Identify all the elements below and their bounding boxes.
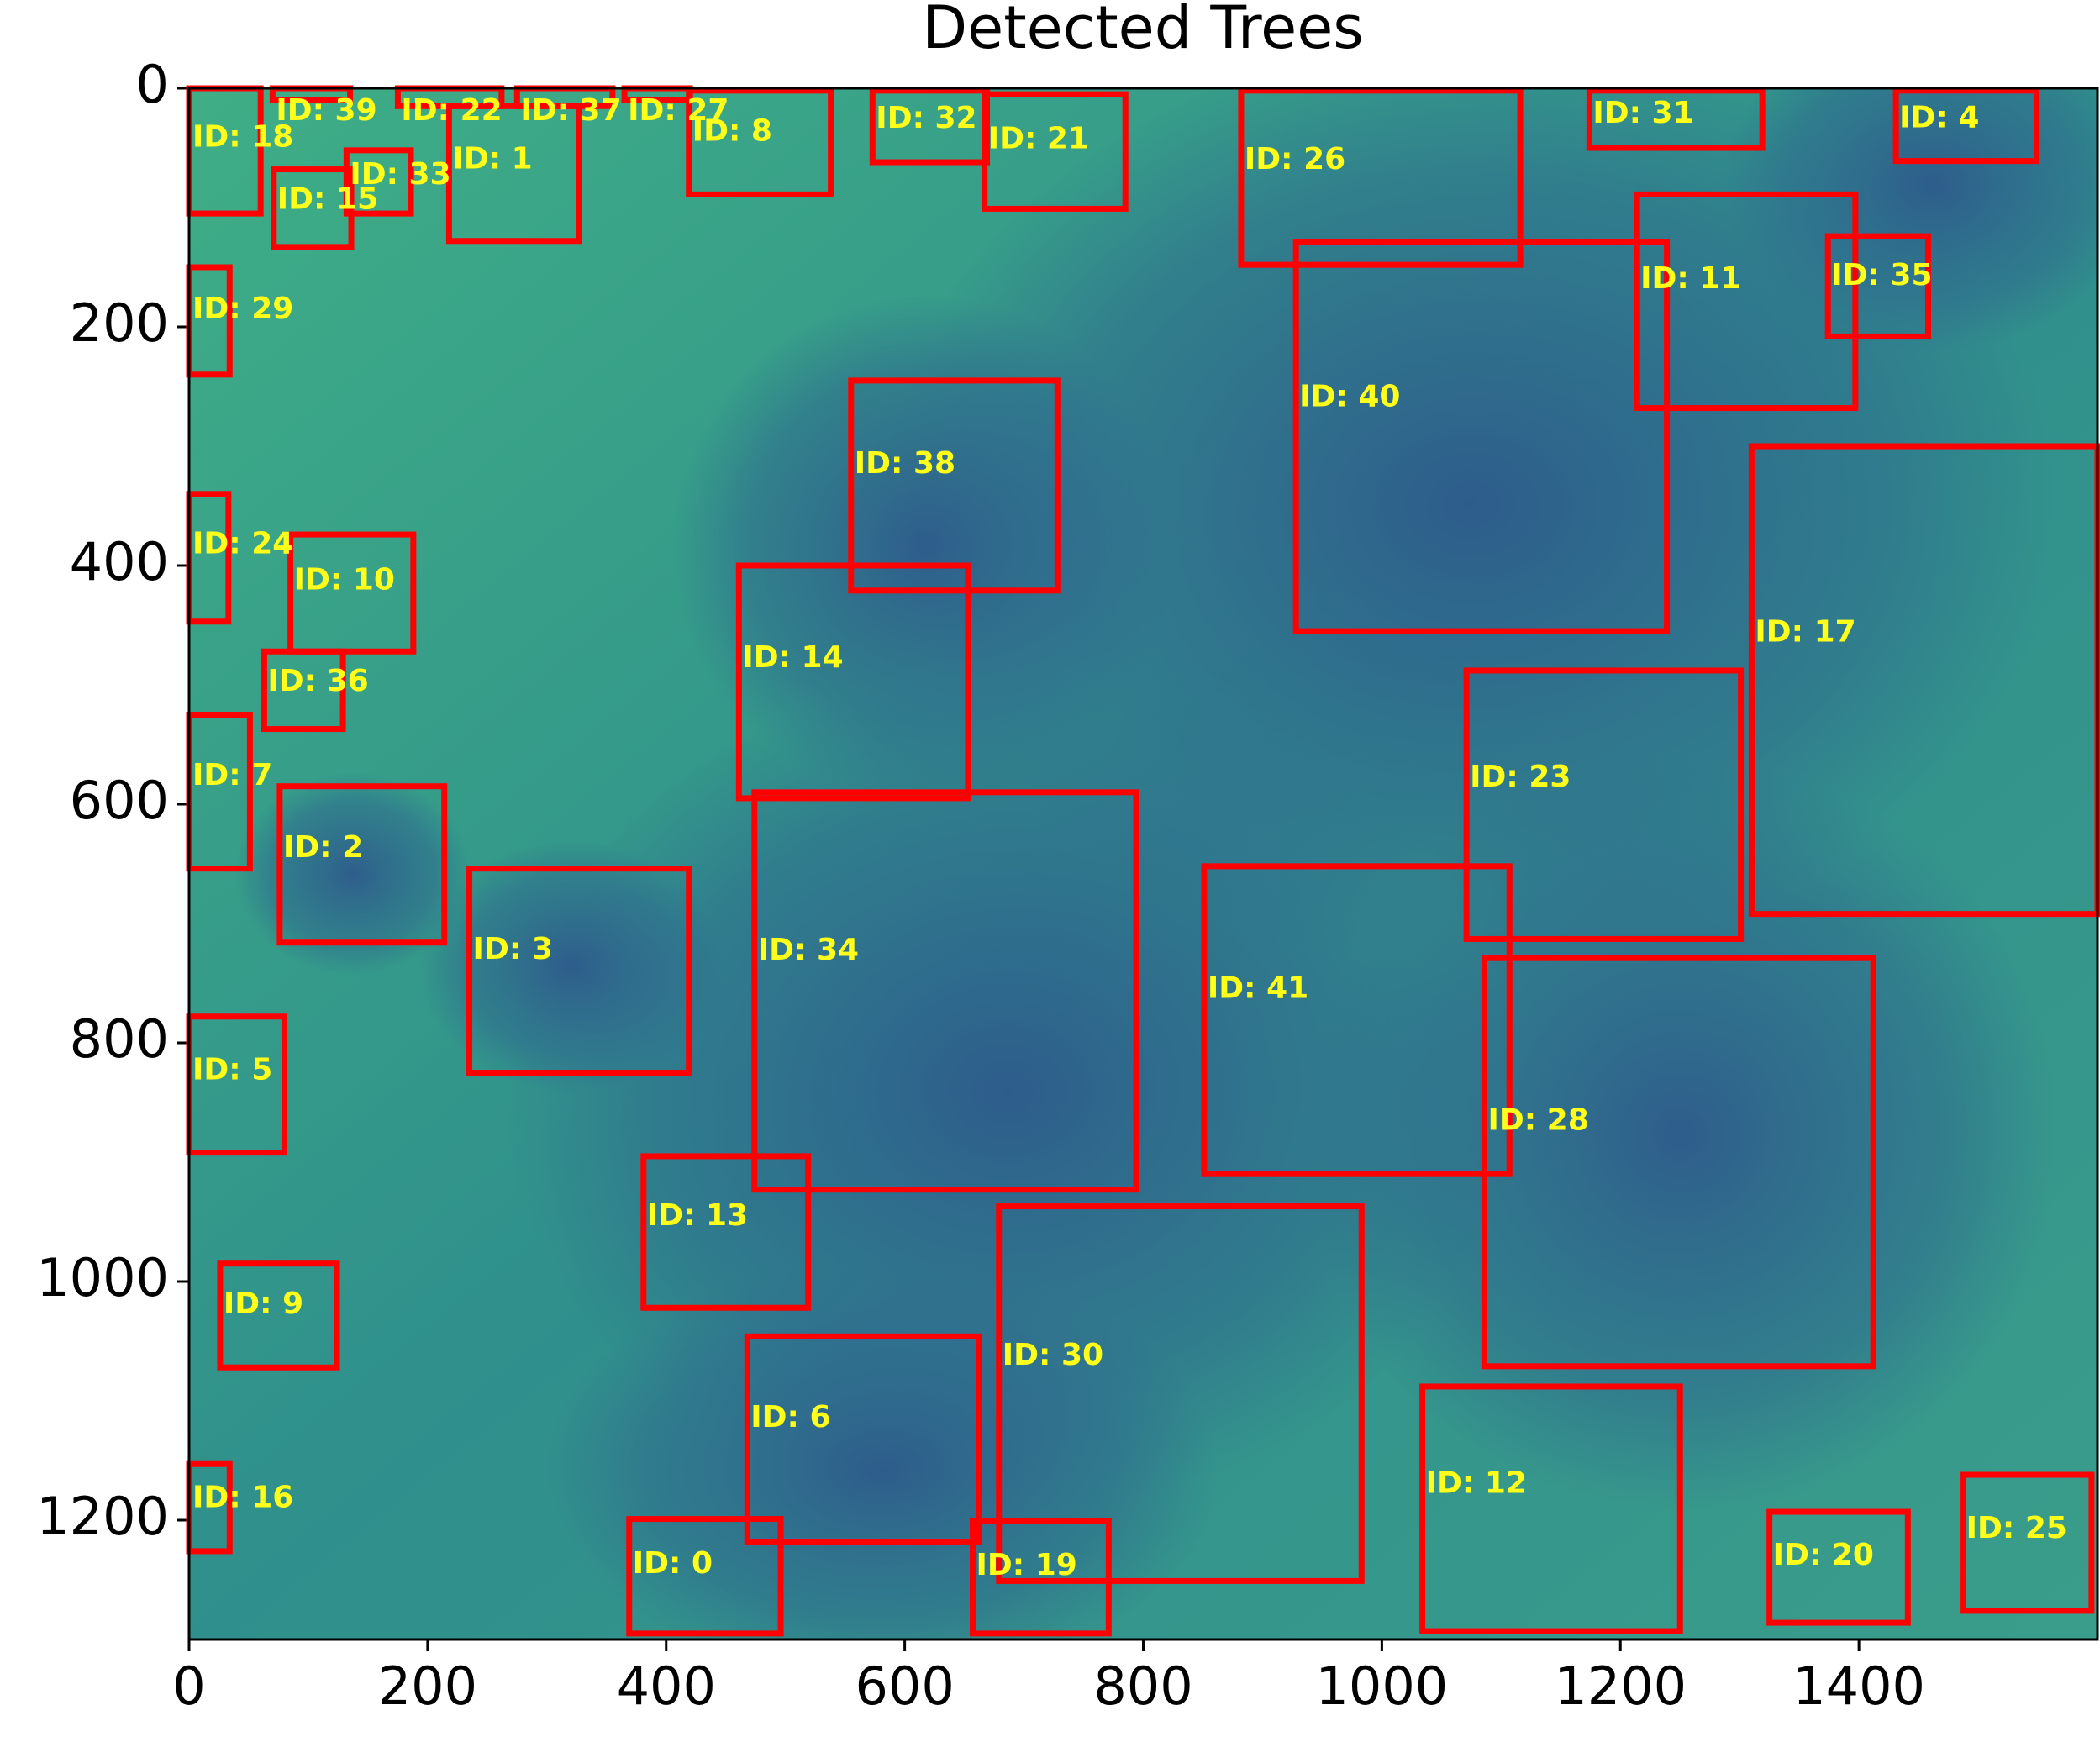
box-label: ID: 14 xyxy=(742,640,843,675)
detection-box xyxy=(217,1260,340,1371)
detection-box xyxy=(1419,1383,1683,1634)
box-label: ID: 20 xyxy=(1773,1538,1874,1572)
box-label: ID: 40 xyxy=(1299,379,1400,413)
y-tick-label: 0 xyxy=(136,54,169,115)
detection-box xyxy=(276,783,448,946)
detection-box xyxy=(1586,87,1766,151)
y-tick-label: 1000 xyxy=(36,1247,169,1308)
box-label: ID: 25 xyxy=(1966,1511,2067,1545)
x-tick-label: 400 xyxy=(617,1655,716,1717)
y-tick-label: 800 xyxy=(70,1008,169,1070)
box-label: ID: 15 xyxy=(277,182,378,216)
detection-box xyxy=(751,789,1139,1193)
detection-box xyxy=(970,1518,1112,1637)
chart-title: Detected Trees xyxy=(922,0,1363,62)
detection-box xyxy=(996,1203,1365,1584)
box-label: ID: 28 xyxy=(1487,1103,1588,1137)
detection-box xyxy=(626,1516,784,1637)
box-label: ID: 9 xyxy=(224,1287,303,1321)
detection-box xyxy=(735,562,971,802)
detection-box xyxy=(261,648,346,733)
box-label: ID: 22 xyxy=(401,93,502,128)
box-label: ID: 5 xyxy=(192,1053,272,1087)
x-tick-label: 1200 xyxy=(1554,1655,1687,1717)
detection-box xyxy=(466,866,692,1076)
box-label: ID: 39 xyxy=(276,93,376,128)
y-tick-label: 600 xyxy=(70,770,169,831)
canopy-shade xyxy=(1723,88,2097,353)
detection-box xyxy=(640,1153,812,1311)
x-tick-label: 1400 xyxy=(1792,1655,1925,1717)
detection-box xyxy=(343,147,414,217)
detection-box xyxy=(1292,239,1671,634)
detection-box xyxy=(982,91,1129,212)
box-label: ID: 0 xyxy=(633,1546,713,1581)
detection-box xyxy=(848,377,1061,594)
canopy-shade xyxy=(546,1260,1218,1639)
box-label: ID: 37 xyxy=(520,93,621,128)
box-label: ID: 34 xyxy=(758,933,859,967)
detection-box xyxy=(1766,1508,1911,1626)
y-tick-label: 400 xyxy=(70,531,169,592)
detection-box xyxy=(1481,955,1876,1370)
box-label: ID: 29 xyxy=(192,292,293,326)
box-label: ID: 24 xyxy=(192,527,293,561)
box-label: ID: 36 xyxy=(267,664,368,698)
canopy-shade xyxy=(420,840,723,1092)
box-label: ID: 33 xyxy=(350,157,450,192)
box-label: ID: 6 xyxy=(750,1400,830,1434)
box-label: ID: 12 xyxy=(1426,1466,1527,1500)
x-tick-label: 800 xyxy=(1093,1655,1192,1717)
detection-box xyxy=(1238,87,1524,268)
box-label: ID: 31 xyxy=(1592,96,1693,130)
box-label: ID: 30 xyxy=(1003,1338,1103,1372)
box-label: ID: 19 xyxy=(976,1548,1077,1582)
box-label: ID: 23 xyxy=(1470,760,1571,794)
detection-box xyxy=(445,103,582,245)
x-tick-label: 1000 xyxy=(1315,1655,1448,1717)
box-label: ID: 18 xyxy=(192,120,293,155)
x-tick-label: 0 xyxy=(172,1655,205,1717)
box-label: ID: 32 xyxy=(876,101,976,135)
box-label: ID: 27 xyxy=(628,93,729,128)
box-label: ID: 7 xyxy=(192,758,272,792)
detection-box xyxy=(744,1333,982,1545)
y-tick-label: 1200 xyxy=(36,1486,169,1547)
x-tick-label: 200 xyxy=(378,1655,477,1717)
canopy-shade xyxy=(672,294,1176,798)
detection-box xyxy=(1634,191,1859,412)
detection-box xyxy=(1824,233,1931,339)
detection-box xyxy=(686,87,834,197)
x-tick-label: 600 xyxy=(855,1655,954,1717)
box-label: ID: 3 xyxy=(473,932,553,966)
y-tick-label: 200 xyxy=(70,292,169,354)
detection-box xyxy=(1892,87,2040,165)
box-label: ID: 11 xyxy=(1640,261,1741,296)
box-label: ID: 41 xyxy=(1208,971,1308,1005)
detection-box xyxy=(1960,1471,2095,1614)
box-label: ID: 35 xyxy=(1831,258,1932,292)
box-label: ID: 26 xyxy=(1245,142,1345,176)
box-label: ID: 4 xyxy=(1899,100,1979,134)
box-label: ID: 38 xyxy=(855,446,955,481)
axes-frame xyxy=(187,87,2099,1641)
canopy-shade xyxy=(1303,756,2059,1513)
box-label: ID: 16 xyxy=(192,1481,293,1515)
box-label: ID: 21 xyxy=(988,122,1089,156)
canopy-shade xyxy=(235,773,471,975)
image xyxy=(189,88,2097,1639)
box-label: ID: 17 xyxy=(1755,615,1855,650)
detection-box xyxy=(1463,667,1745,942)
plot-layer: 0 200 400 600 800 1000 1200 1400 0 200 400 600 800 10… xyxy=(36,54,2100,1717)
box-label: ID: 13 xyxy=(647,1198,748,1233)
detection-box xyxy=(287,531,417,655)
box-label: ID: 8 xyxy=(692,113,772,148)
box-label: ID: 1 xyxy=(452,141,532,176)
box-label: ID: 10 xyxy=(294,563,395,597)
box-label: ID: 2 xyxy=(283,830,363,865)
detection-box xyxy=(1201,863,1513,1177)
detection-box xyxy=(271,166,355,250)
